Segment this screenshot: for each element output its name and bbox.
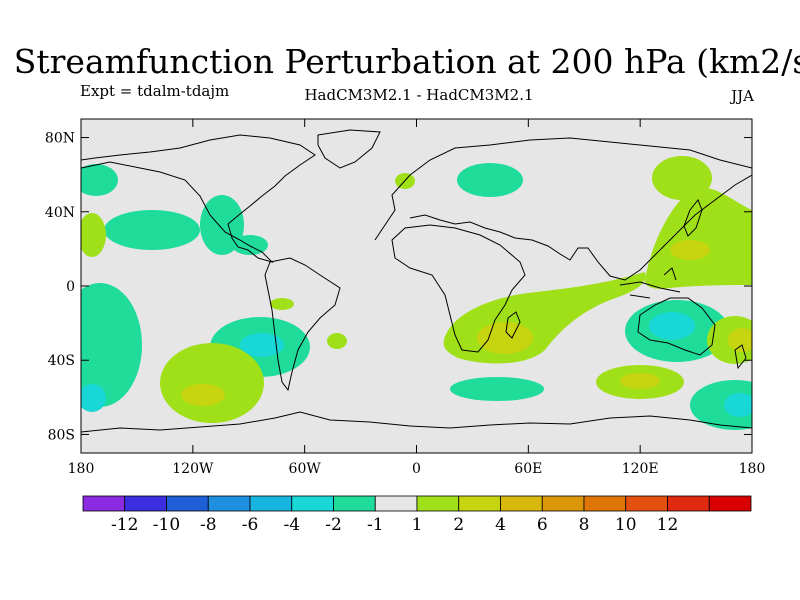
neg-core-south-pacific <box>81 384 106 412</box>
coastline-antarctica <box>81 411 752 433</box>
colorbar-label: -4 <box>283 515 300 535</box>
colorbar-label: -12 <box>111 515 138 535</box>
map-title: Streamfunction Perturbation at 200 hPa (… <box>13 42 800 81</box>
lon-tick-label: 180 <box>739 461 766 477</box>
neg-region-south-pacific-west <box>81 283 142 407</box>
colorbar-swatch <box>541 495 585 512</box>
colorbar-swatch <box>124 495 167 512</box>
experiment-label: Expt = tdalm-tdajm <box>80 82 230 100</box>
pos-region-north-pacific-west <box>81 213 106 257</box>
colorbar-swatch <box>625 495 668 512</box>
colorbar-label: 2 <box>453 515 464 535</box>
neg-region-southern-indian <box>450 377 544 401</box>
colorbar: -12 -10 -8 -6 -4 -2 -1 1 2 4 6 8 10 12 <box>82 495 752 535</box>
lat-tick-label: 40S <box>48 353 75 369</box>
pos-region-south-atlantic <box>327 333 347 349</box>
coastline-africa <box>391 224 526 353</box>
pos-core-west-pacific <box>670 240 710 260</box>
pos-region-brazil <box>270 298 294 310</box>
colorbar-swatch <box>458 495 501 512</box>
colorbar-swatch <box>500 495 543 512</box>
colorbar-swatch <box>416 495 460 512</box>
neg-core-nz <box>724 393 752 417</box>
colorbar-swatch <box>249 495 293 512</box>
coastlines <box>81 129 752 433</box>
colorbar-label: 4 <box>495 515 506 535</box>
neg-region-arctic-pacific <box>81 164 118 196</box>
colorbar-swatch <box>583 495 627 512</box>
coastline-eurasia <box>374 137 752 281</box>
coastline-new-zealand <box>734 344 747 370</box>
colorbar-label: -10 <box>153 515 180 535</box>
lat-tick-label: 0 <box>66 279 75 295</box>
colorbar-swatch <box>166 495 209 512</box>
neg-region-north-pacific <box>104 210 200 250</box>
lat-tick-label: 80S <box>48 427 75 443</box>
lon-tick-label: 120W <box>172 461 214 477</box>
colorbar-label: -1 <box>367 515 384 535</box>
lon-tick-label: 60E <box>514 461 542 477</box>
lon-tick-label: 180 <box>68 461 95 477</box>
lon-tick-label: 60W <box>289 461 322 477</box>
neg-core-chile <box>240 333 284 357</box>
colorbar-label: 1 <box>412 515 423 535</box>
pos-core-tasman <box>728 328 752 352</box>
neg-region-south-pacific-east <box>690 380 752 430</box>
pos-core-south-indian <box>620 373 660 389</box>
lat-tick-label: 80N <box>45 131 75 147</box>
pos-core-south-pacific <box>181 384 225 406</box>
colorbar-label: -2 <box>325 515 342 535</box>
lon-tick-label: 0 <box>412 461 421 477</box>
colorbar-label: 10 <box>615 515 637 535</box>
lon-tick-label: 120E <box>622 461 659 477</box>
colorbar-swatch <box>333 495 376 512</box>
lat-tick-label: 40N <box>45 205 75 221</box>
coastline-madagascar <box>505 311 521 339</box>
pos-region-south-pacific <box>160 343 264 423</box>
colorbar-label: -6 <box>242 515 259 535</box>
colorbar-swatch <box>708 495 752 512</box>
colorbar-label: 6 <box>537 515 548 535</box>
neg-region-eurasia <box>457 163 523 197</box>
contour-fields <box>81 156 752 430</box>
colorbar-swatch <box>207 495 251 512</box>
colorbar-label: 12 <box>657 515 679 535</box>
coastline-maritime-continent <box>619 267 681 299</box>
pos-region-northeast-asia <box>652 156 712 200</box>
model-label: HadCM3M2.1 - HadCM3M2.1 <box>304 86 534 104</box>
pos-core-africa-indian <box>477 322 533 354</box>
colorbar-swatch <box>374 495 418 512</box>
colorbar-swatch <box>82 495 126 512</box>
season-label: JJA <box>731 87 754 105</box>
coastline-north-america <box>81 134 316 264</box>
pos-region-west-pacific <box>645 187 752 289</box>
colorbar-label: -8 <box>200 515 217 535</box>
coastline-south-america <box>264 257 341 392</box>
coastline-australia <box>637 297 716 356</box>
colorbar-swatch <box>667 495 710 512</box>
colorbar-label: 8 <box>579 515 590 535</box>
coastline-japan <box>683 199 703 237</box>
map-axes: 80N 40N 0 40S 80S 180 120W 60W 0 60E 120E 180 <box>45 119 765 477</box>
colorbar-swatch <box>291 495 334 512</box>
neg-core-australia <box>649 312 695 340</box>
coastline-greenland <box>317 129 381 169</box>
